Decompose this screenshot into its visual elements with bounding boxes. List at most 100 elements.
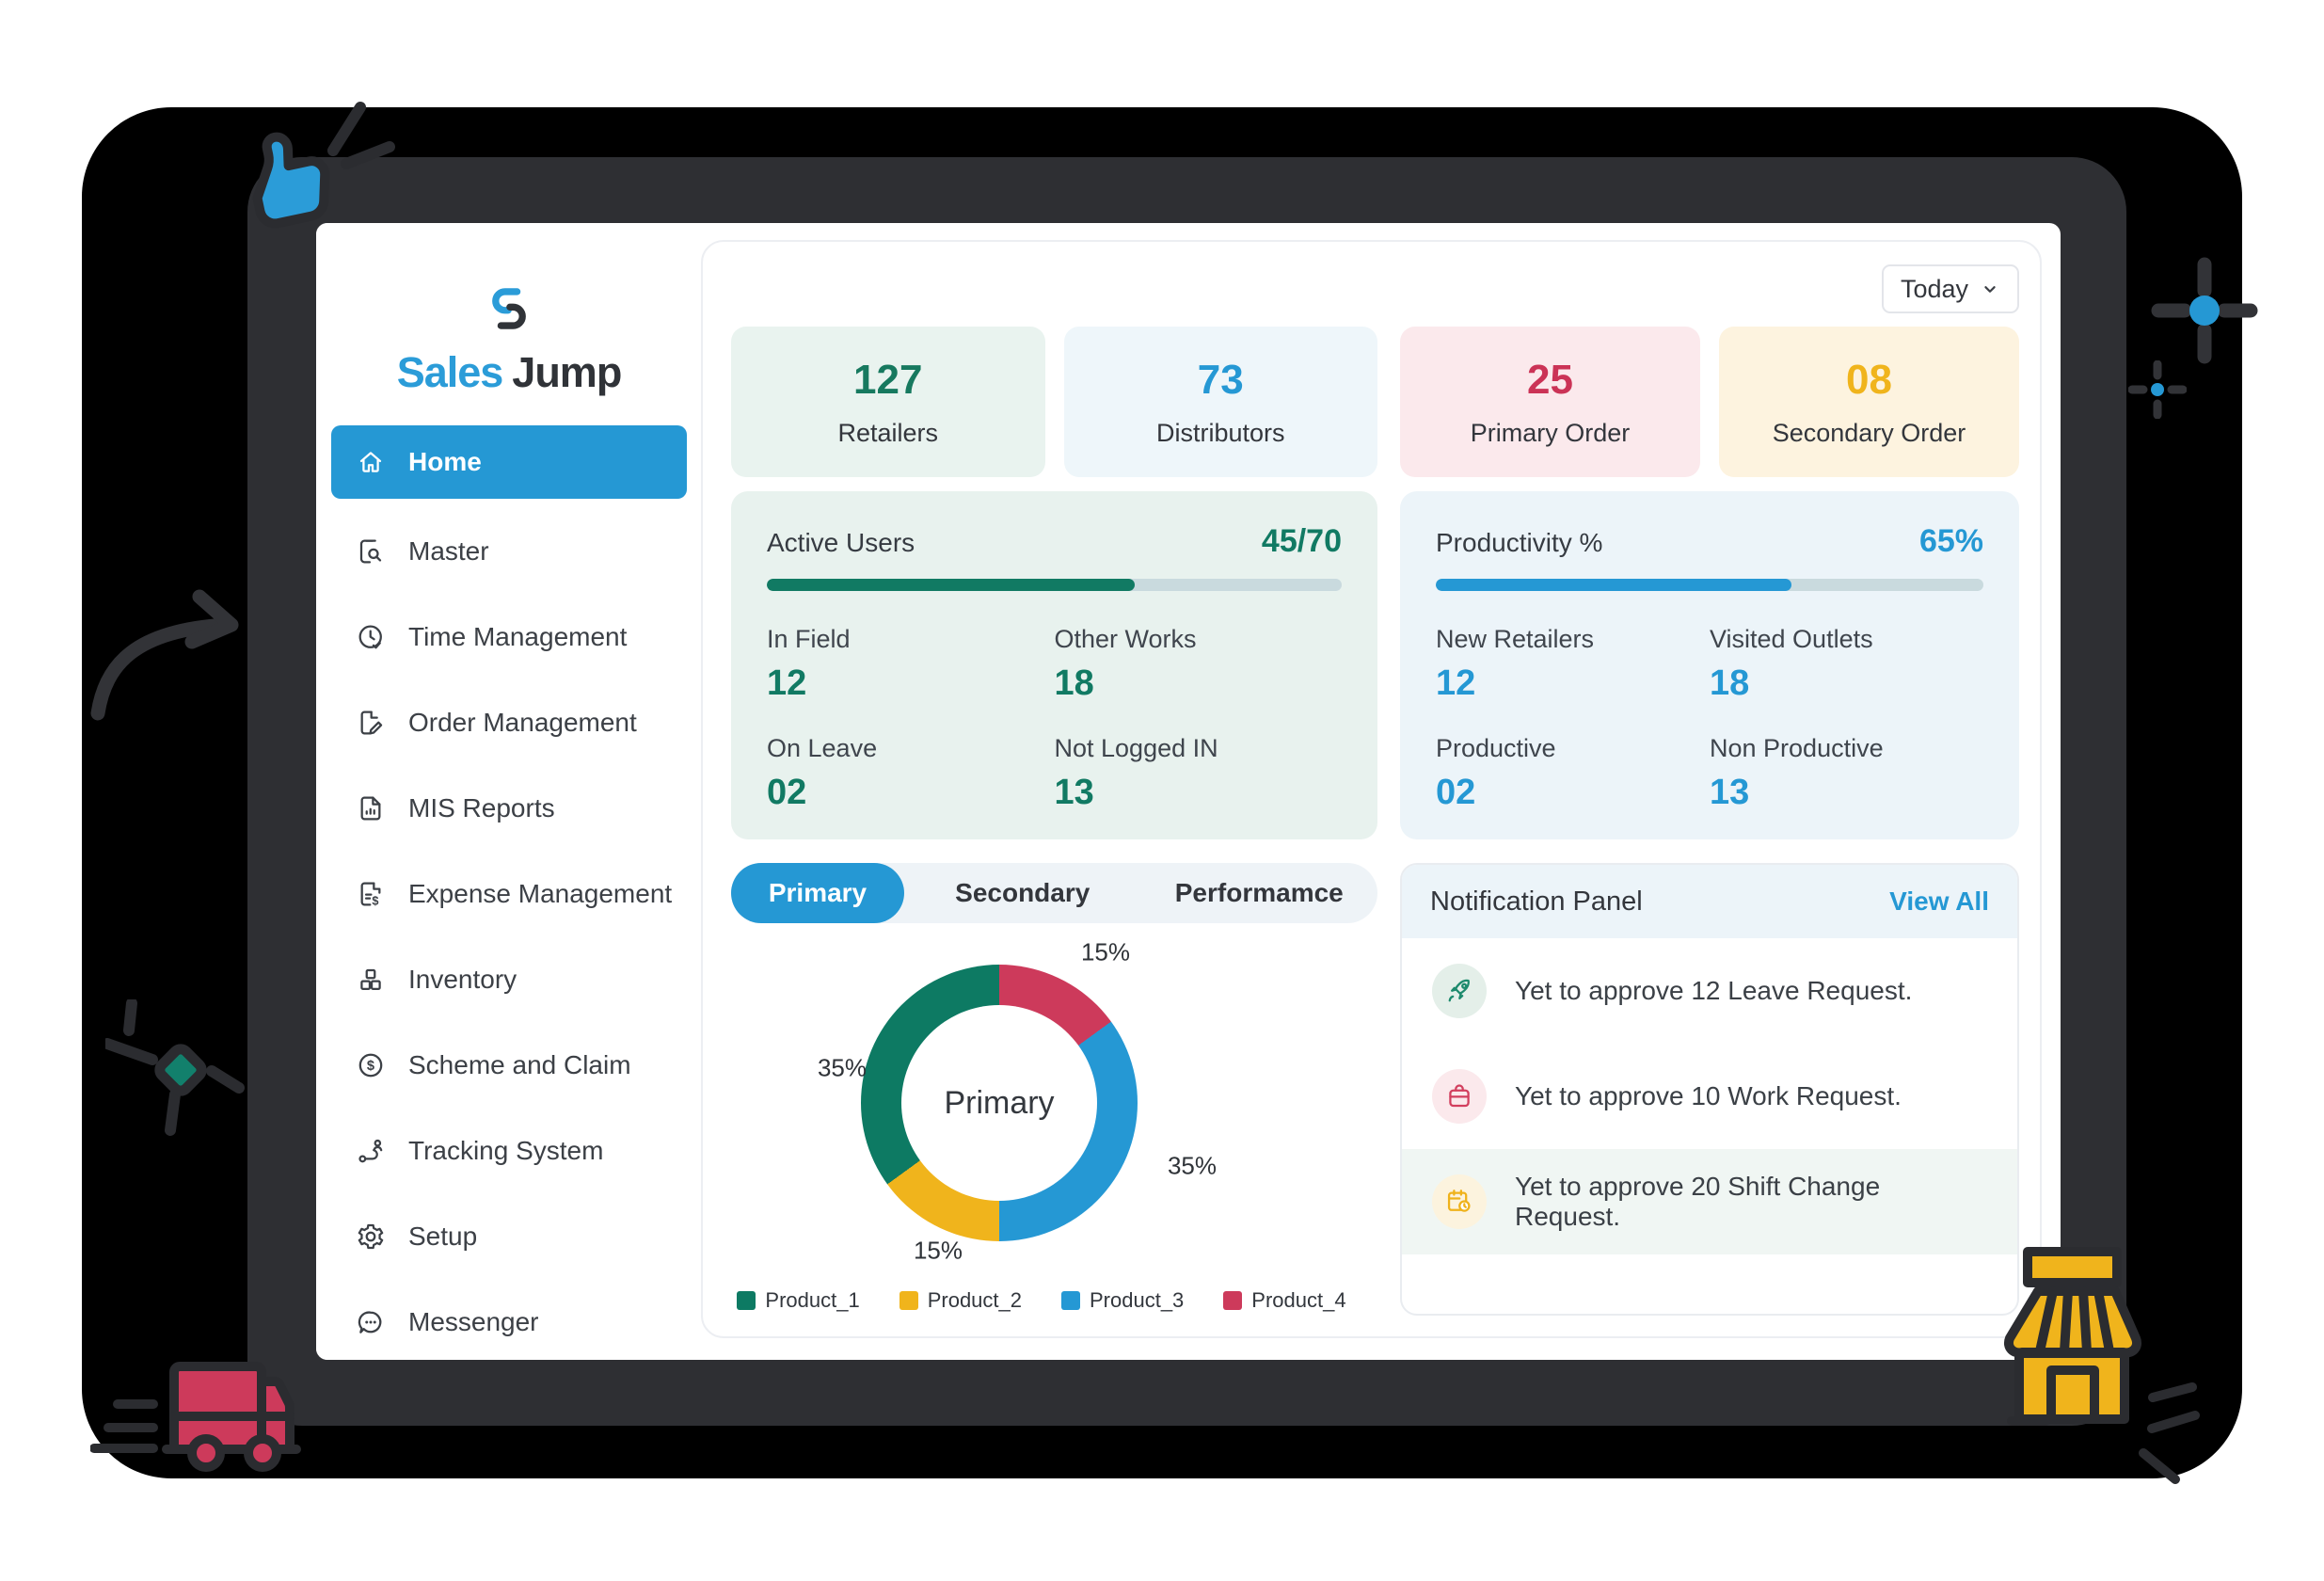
sidebar-item-order-management[interactable]: Order Management <box>316 679 702 765</box>
panel-stat-in-field: In Field 12 <box>767 625 1055 704</box>
gear-icon <box>356 1222 386 1252</box>
active-users-panel: Active Users 45/70 In Field 12 Other Works… <box>731 491 1377 839</box>
tab-performamce[interactable]: Performamce <box>1174 878 1344 907</box>
notification-list: Yet to approve 12 Leave Request. Yet to a… <box>1402 938 2017 1254</box>
sidebar-item-tracking-system[interactable]: Tracking System <box>316 1108 702 1193</box>
sidebar-item-inventory[interactable]: Inventory <box>316 936 702 1022</box>
legend-label: Product_1 <box>765 1288 860 1312</box>
sidebar-item-label: Scheme and Claim <box>408 1049 631 1079</box>
sidebar: Sales Jump Home Master Time Management Order… <box>316 223 702 1360</box>
notification-text: Yet to approve 20 Shift Change Request. <box>1515 1172 1881 1231</box>
logo-text-sales: Sales <box>396 348 504 396</box>
notification-panel-title: Notification Panel <box>1430 886 1643 917</box>
coin-dollar-icon: $ <box>356 1050 386 1080</box>
route-tracking-icon <box>356 1136 386 1166</box>
legend-label: Product_3 <box>1090 1288 1185 1312</box>
stat-card-label: Retailers <box>837 418 939 447</box>
panel-stat-non-productive: Non Productive 13 <box>1710 734 1983 813</box>
sidebar-item-expense-management[interactable]: $ Expense Management <box>316 851 702 936</box>
chevron-down-icon <box>1984 286 1996 293</box>
stat-card-label: Distributors <box>1155 418 1285 447</box>
panel-stat-label: Visited Outlets <box>1710 625 1873 653</box>
crosshair-icon-large <box>2151 257 2258 364</box>
stat-card-primary-order: 25 Primary Order <box>1400 327 1700 477</box>
active-users-title: Active Users <box>767 528 915 557</box>
store-icon <box>2004 1247 2200 1484</box>
panel-stat-label: Other Works <box>1054 625 1197 653</box>
active-users-stats: In Field 12 Other Works 18 On Leave 02 Not Log… <box>767 625 1342 813</box>
panel-stat-value: 02 <box>1436 773 1476 812</box>
sidebar-item-home[interactable]: Home <box>331 425 687 499</box>
period-dropdown[interactable]: Today <box>1881 264 2019 313</box>
sidebar-item-time-management[interactable]: Time Management <box>316 594 702 679</box>
tab-primary[interactable]: Primary <box>731 863 904 923</box>
notification-text: Yet to approve 10 Work Request. <box>1515 1081 1902 1110</box>
sidebar-item-label: Tracking System <box>408 1135 604 1165</box>
delivery-truck-icon <box>90 1362 301 1472</box>
notification-panel: Notification Panel View All Yet to appro… <box>1400 863 2019 1316</box>
report-document-icon <box>356 793 386 823</box>
tab-secondary[interactable]: Secondary <box>955 878 1090 907</box>
panel-stat-label: In Field <box>767 625 851 653</box>
home-icon <box>356 447 386 477</box>
svg-text:$: $ <box>367 1059 374 1074</box>
sidebar-item-setup[interactable]: Setup <box>316 1193 702 1279</box>
active-users-progress-fill <box>767 579 1136 591</box>
sidebar-item-label: Setup <box>408 1221 478 1251</box>
panel-stat-value: 12 <box>1436 663 1476 703</box>
stat-card-distributors: 73 Distributors <box>1063 327 1377 477</box>
panel-stat-new-retailers: New Retailers 12 <box>1436 625 1710 704</box>
snap-lines-icon <box>327 102 395 169</box>
sidebar-item-mis-reports[interactable]: MIS Reports <box>316 765 702 851</box>
legend-swatch <box>899 1291 918 1310</box>
calendar-clock-icon <box>1432 1174 1487 1229</box>
active-users-ratio: 45/70 <box>1261 523 1342 559</box>
panel-stat-value: 18 <box>1710 663 1750 703</box>
chat-bubble-icon <box>356 1307 386 1337</box>
notification-text: Yet to approve 12 Leave Request. <box>1515 976 1913 1005</box>
panel-stat-productive: Productive 02 <box>1436 734 1710 813</box>
legend-item-product_2: Product_2 <box>899 1288 1022 1313</box>
sidebar-item-label: Time Management <box>408 621 628 651</box>
panel-stat-visited-outlets: Visited Outlets 18 <box>1710 625 1983 704</box>
expense-receipt-icon: $ <box>356 879 386 909</box>
sidebar-item-label: Home <box>408 447 482 476</box>
notification-panel-header: Notification Panel View All <box>1402 865 2017 938</box>
panel-stat-label: Not Logged IN <box>1054 734 1218 762</box>
sidebar-item-label: Messenger <box>408 1306 539 1336</box>
sidebar-item-messenger[interactable]: Messenger <box>316 1279 702 1360</box>
briefcase-icon <box>1432 1069 1487 1124</box>
inventory-boxes-icon <box>356 965 386 995</box>
panel-stat-value: 13 <box>1054 773 1094 812</box>
primary-order-donut-chart: Primary <box>861 965 1138 1241</box>
order-tabs: Primary Secondary Performamce <box>731 863 1377 923</box>
legend-swatch <box>1223 1291 1243 1310</box>
active-users-progress <box>767 579 1342 591</box>
productivity-panel: Productivity % 65% New Retailers 12 Visite… <box>1400 491 2019 839</box>
svg-text:$: $ <box>372 894 378 907</box>
panel-stat-not-logged-in: Not Logged IN 13 <box>1055 734 1343 813</box>
view-all-link[interactable]: View All <box>1889 886 1989 916</box>
document-search-icon <box>356 536 386 567</box>
donut-label-bottom-left: 15% <box>913 1236 963 1265</box>
stat-cards-left: 127 Retailers 73 Distributors <box>731 327 1377 477</box>
productivity-progress-fill <box>1436 579 1792 591</box>
legend-item-product_4: Product_4 <box>1223 1288 1346 1313</box>
stat-card-secondary-order: 08 Secondary Order <box>1719 327 2019 477</box>
panel-stat-label: Productive <box>1436 734 1556 762</box>
notification-row[interactable]: Yet to approve 12 Leave Request. <box>1402 938 2017 1044</box>
notification-row[interactable]: Yet to approve 20 Shift Change Request. <box>1402 1149 2017 1254</box>
sidebar-item-label: MIS Reports <box>408 792 555 822</box>
main-content-card: Today 127 Retailers 73 Distributors 25 Prima… <box>701 240 2042 1338</box>
panel-stat-value: 02 <box>767 773 807 812</box>
stat-cards-right: 25 Primary Order 08 Secondary Order <box>1400 327 2019 477</box>
stat-card-value: 08 <box>1846 356 1892 403</box>
crosshair-icon-small <box>2128 360 2187 419</box>
sidebar-item-scheme-and-claim[interactable]: $ Scheme and Claim <box>316 1022 702 1108</box>
notification-row[interactable]: Yet to approve 10 Work Request. <box>1402 1044 2017 1149</box>
sidebar-nav: Home Master Time Management Order Managemen… <box>316 425 702 1360</box>
sidebar-item-master[interactable]: Master <box>316 508 702 594</box>
logo: Sales Jump <box>316 279 702 397</box>
legend-swatch <box>1061 1291 1080 1310</box>
